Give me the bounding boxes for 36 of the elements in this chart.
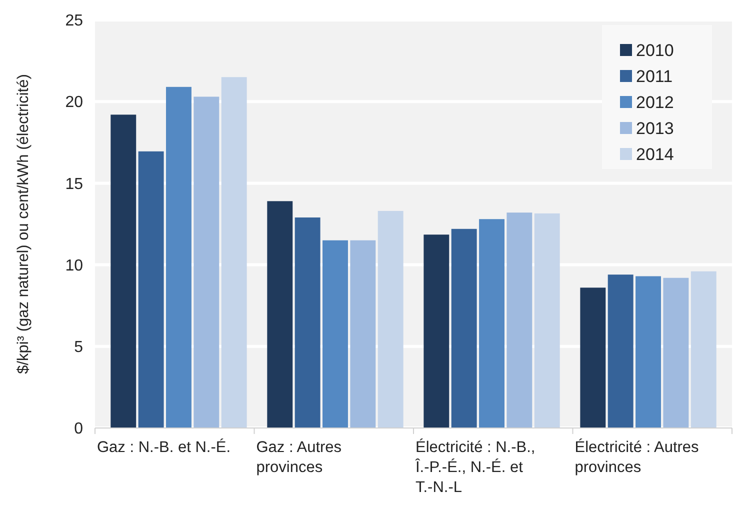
x-tick-label: Électricité : Autres provinces [574,438,700,476]
y-tick-label: 25 [65,12,84,30]
bar [267,201,293,428]
legend-label: 2012 [636,92,674,112]
x-tick-label: Gaz : Autres provinces [256,439,342,476]
bar [424,234,450,428]
bar [194,96,220,428]
bar [636,276,661,428]
x-tick-label: Électricité : N.-B., Î.-P.-É., N.-É. et T.-N.-L [414,438,536,496]
bar [580,288,606,428]
legend-label: 2013 [636,118,674,138]
bar [322,240,348,428]
y-tick-label: 5 [74,339,84,356]
bar [138,151,164,428]
bar [451,228,477,428]
x-tick-label: Gaz : N.-B. et N.-É. [97,438,230,456]
bar [506,212,532,428]
bar [166,86,192,428]
y-tick-label: 0 [74,420,84,438]
bar [663,278,689,428]
bar [690,271,716,428]
bar [479,219,504,428]
legend-label: 2014 [636,144,674,164]
legend-label: 2010 [636,40,674,60]
bar [350,240,376,428]
bar [110,114,136,428]
y-tick-label: 10 [65,257,84,274]
bar [608,274,634,428]
bar [294,217,320,428]
y-axis-title: $/kpi³ (gaz naturel) ou cent/kWh (électricité) [15,74,32,374]
legend-label: 2011 [636,66,673,86]
bar [534,213,560,428]
bar [378,210,404,428]
y-tick-label: 20 [65,94,84,112]
y-tick-label: 15 [65,176,84,193]
bar [221,77,247,428]
